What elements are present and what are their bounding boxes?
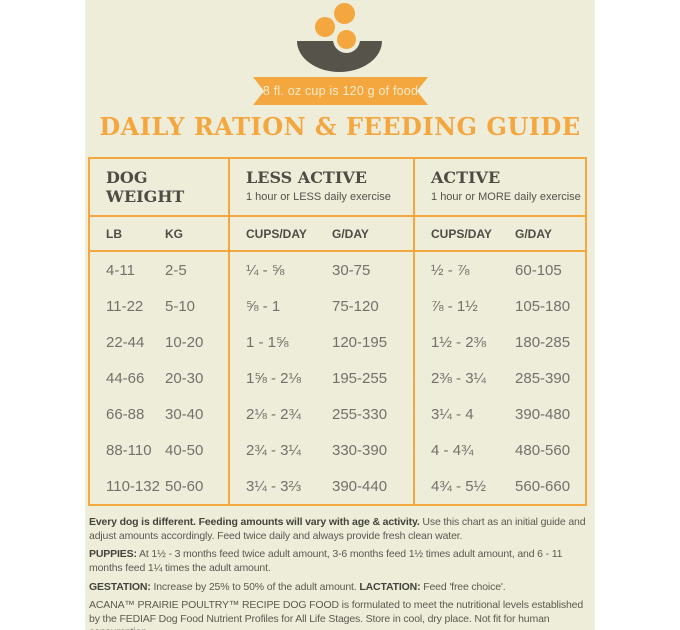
table-row: 22-44 10-20 1 - 1⅝ 120-195 1½ - 2⅜ 180-2…	[89, 324, 586, 360]
cell-less-cups: ⅝ - 1	[228, 288, 316, 324]
table-group-header-row: DOG WEIGHT LESS ACTIVE 1 hour or LESS da…	[89, 158, 587, 217]
cell-lb: 44-66	[106, 369, 145, 387]
cell-lb: 88-110	[106, 441, 152, 459]
cell-kg: 50-60	[165, 477, 204, 495]
cell-active-cups: 4 - 4¾	[413, 432, 500, 468]
group-header-dog-weight-label: DOG WEIGHT	[106, 168, 185, 207]
group-header-dog-weight: DOG WEIGHT	[89, 158, 229, 217]
cell-active-cups: 3¼ - 4	[413, 396, 500, 432]
measurement-banner: 8 fl. oz cup is 120 g of food	[253, 77, 428, 105]
cell-active-cups: ⅞ - 1½	[413, 288, 500, 324]
column-header-less-g-day: G/DAY	[316, 216, 415, 252]
cell-less-g: 255-330	[332, 405, 388, 423]
cell-less-cups: 2⅛ - 2¾	[228, 396, 316, 432]
cell-less-g: 390-440	[332, 477, 388, 495]
table-row: 44-66 20-30 1⅝ - 2⅛ 195-255 2⅜ - 3¼ 285-…	[89, 360, 586, 396]
cell-less-cups: 1 - 1⅝	[228, 324, 316, 360]
cell-less-g: 195-255	[332, 369, 388, 387]
cell-less-g: 30-75	[332, 261, 371, 279]
column-header-lb: LB	[89, 216, 149, 252]
footnote-lactation-label: LACTATION:	[359, 580, 421, 593]
cell-active-g: 105-180	[515, 297, 571, 315]
footnotes: Every dog is different. Feeding amounts …	[89, 516, 592, 630]
cell-active-g: 285-390	[515, 369, 571, 387]
footnote-gestation-label: GESTATION:	[89, 580, 151, 593]
cell-kg: 2-5	[165, 261, 187, 279]
table-column-header-row: LB KG CUPS/DAY G/DAY CUPS/DAY G/DAY	[89, 216, 587, 252]
footnote-gestation-text: Increase by 25% to 50% of the adult amou…	[150, 580, 360, 593]
table-row: 66-88 30-40 2⅛ - 2¾ 255-330 3¼ - 4 390-4…	[89, 396, 586, 432]
cell-kg: 40-50	[165, 441, 204, 459]
cell-kg: 5-10	[165, 297, 196, 315]
cell-lb: 22-44	[106, 333, 145, 351]
table-row: 110-132 50-60 3¼ - 3⅔ 390-440 4¾ - 5½ 56…	[89, 468, 586, 505]
cell-less-cups: ¼ - ⅝	[228, 251, 316, 288]
cell-less-g: 75-120	[332, 297, 379, 315]
measurement-banner-text: 8 fl. oz cup is 120 g of food	[262, 84, 419, 98]
group-header-active-sublabel: 1 hour or MORE daily exercise	[431, 191, 581, 203]
table-row: 4-11 2-5 ¼ - ⅝ 30-75 ½ - ⅞ 60-105	[89, 251, 586, 288]
kibble-dot-icon	[334, 3, 355, 24]
cell-kg: 10-20	[165, 333, 204, 351]
group-header-active: ACTIVE 1 hour or MORE daily exercise	[413, 158, 587, 217]
footnote-acana-disclaimer: ACANA™ PRAIRIE POULTRY™ RECIPE DOG FOOD …	[89, 599, 592, 630]
cell-less-cups: 3¼ - 3⅔	[228, 468, 316, 505]
footnote-acana-text: ACANA™ PRAIRIE POULTRY™ RECIPE DOG FOOD …	[89, 599, 584, 630]
cell-lb: 110-132	[106, 477, 160, 495]
cell-kg: 20-30	[165, 369, 204, 387]
footnote-gestation-lactation: GESTATION: Increase by 25% to 50% of the…	[89, 581, 592, 595]
cell-active-cups: 1½ - 2⅜	[413, 324, 500, 360]
cell-active-cups: 4¾ - 5½	[413, 468, 500, 505]
cell-kg: 30-40	[165, 405, 204, 423]
cell-less-g: 330-390	[332, 441, 388, 459]
footnote-general-text: Use this chart as an initial guide and a…	[89, 516, 586, 542]
cell-active-g: 390-480	[515, 405, 571, 423]
footnote-puppies: PUPPIES: At 1½ - 3 months feed twice adu…	[89, 548, 592, 575]
cell-active-cups: ½ - ⅞	[413, 251, 500, 288]
group-header-less-active-label: LESS ACTIVE	[246, 168, 367, 187]
kibble-dot-icon	[337, 30, 356, 49]
cell-active-cups: 2⅜ - 3¼	[413, 360, 500, 396]
cell-active-g: 180-285	[515, 333, 571, 351]
cell-lb: 66-88	[106, 405, 145, 423]
column-header-active-cups-day: CUPS/DAY	[413, 216, 500, 252]
cell-less-cups: 1⅝ - 2⅛	[228, 360, 316, 396]
cell-active-g: 560-660	[515, 477, 571, 495]
cell-less-cups: 2¾ - 3¼	[228, 432, 316, 468]
cell-lb: 4-11	[106, 261, 135, 279]
cell-active-g: 480-560	[515, 441, 571, 459]
footnote-general-bold: Every dog is different. Feeding amounts …	[89, 516, 420, 528]
group-header-active-label: ACTIVE	[431, 168, 501, 187]
footnote-puppies-text: At 1½ - 3 months feed twice adult amount…	[89, 548, 563, 574]
table-row: 11-22 5-10 ⅝ - 1 75-120 ⅞ - 1½ 105-180	[89, 288, 586, 324]
cell-less-g: 120-195	[332, 333, 388, 351]
feeding-table: DOG WEIGHT LESS ACTIVE 1 hour or LESS da…	[88, 157, 588, 506]
column-header-kg: KG	[149, 216, 229, 252]
group-header-less-active-sublabel: 1 hour or LESS daily exercise	[246, 191, 391, 203]
table-row: 88-110 40-50 2¾ - 3¼ 330-390 4 - 4¾ 480-…	[89, 432, 586, 468]
footnote-puppies-label: PUPPIES:	[89, 548, 137, 561]
group-header-less-active: LESS ACTIVE 1 hour or LESS daily exercis…	[227, 158, 415, 217]
feeding-guide-panel: 8 fl. oz cup is 120 g of food DAILY RATI…	[85, 0, 595, 630]
cell-active-g: 60-105	[515, 261, 562, 279]
footnote-general: Every dog is different. Feeding amounts …	[89, 516, 592, 543]
footnote-lactation-text: Feed 'free choice'.	[420, 580, 506, 593]
cell-lb: 11-22	[106, 297, 144, 315]
column-header-less-cups-day: CUPS/DAY	[228, 216, 316, 252]
page-title: DAILY RATION & FEEDING GUIDE	[99, 112, 581, 141]
column-header-active-g-day: G/DAY	[499, 216, 587, 252]
kibble-dot-icon	[315, 17, 335, 37]
